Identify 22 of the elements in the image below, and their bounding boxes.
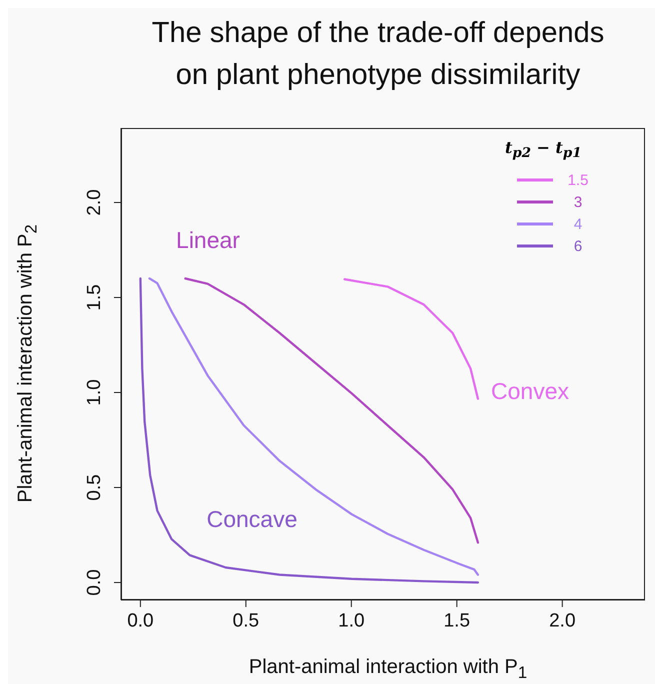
annotation: Concave (206, 506, 298, 533)
y-tick-label: 0.5 (84, 474, 105, 501)
legend-title: t$_{p2}$ − t$_{p1}$ (505, 138, 583, 162)
line-series (344, 278, 480, 400)
y-tick-label: 0.0 (84, 569, 105, 596)
x-tick-label: 1.5 (444, 610, 470, 632)
x-tick-label: 2.0 (549, 610, 576, 632)
annotation: Linear (175, 227, 241, 254)
chart-title: The shape of the trade-off depends on plant phenotype dissimilarity (150, 16, 606, 93)
x-tick-label: 0.0 (127, 610, 154, 632)
legend-label: 3 (572, 194, 584, 211)
y-tick-label: 1.5 (84, 284, 105, 311)
line-series (184, 277, 480, 544)
annotation: Convex (490, 378, 570, 405)
y-tick-label: 1.0 (84, 379, 105, 406)
x-axis-title: Plant-animal interaction with P$_{1}$ (248, 656, 528, 683)
x-tick-label: 0.5 (232, 610, 260, 632)
legend-label: 6 (572, 238, 584, 255)
legend-label: 4 (572, 216, 584, 233)
x-tick-label: 1.0 (338, 610, 365, 632)
y-tick-label: 2.0 (84, 189, 105, 216)
legend-label: 1.5 (566, 172, 590, 189)
